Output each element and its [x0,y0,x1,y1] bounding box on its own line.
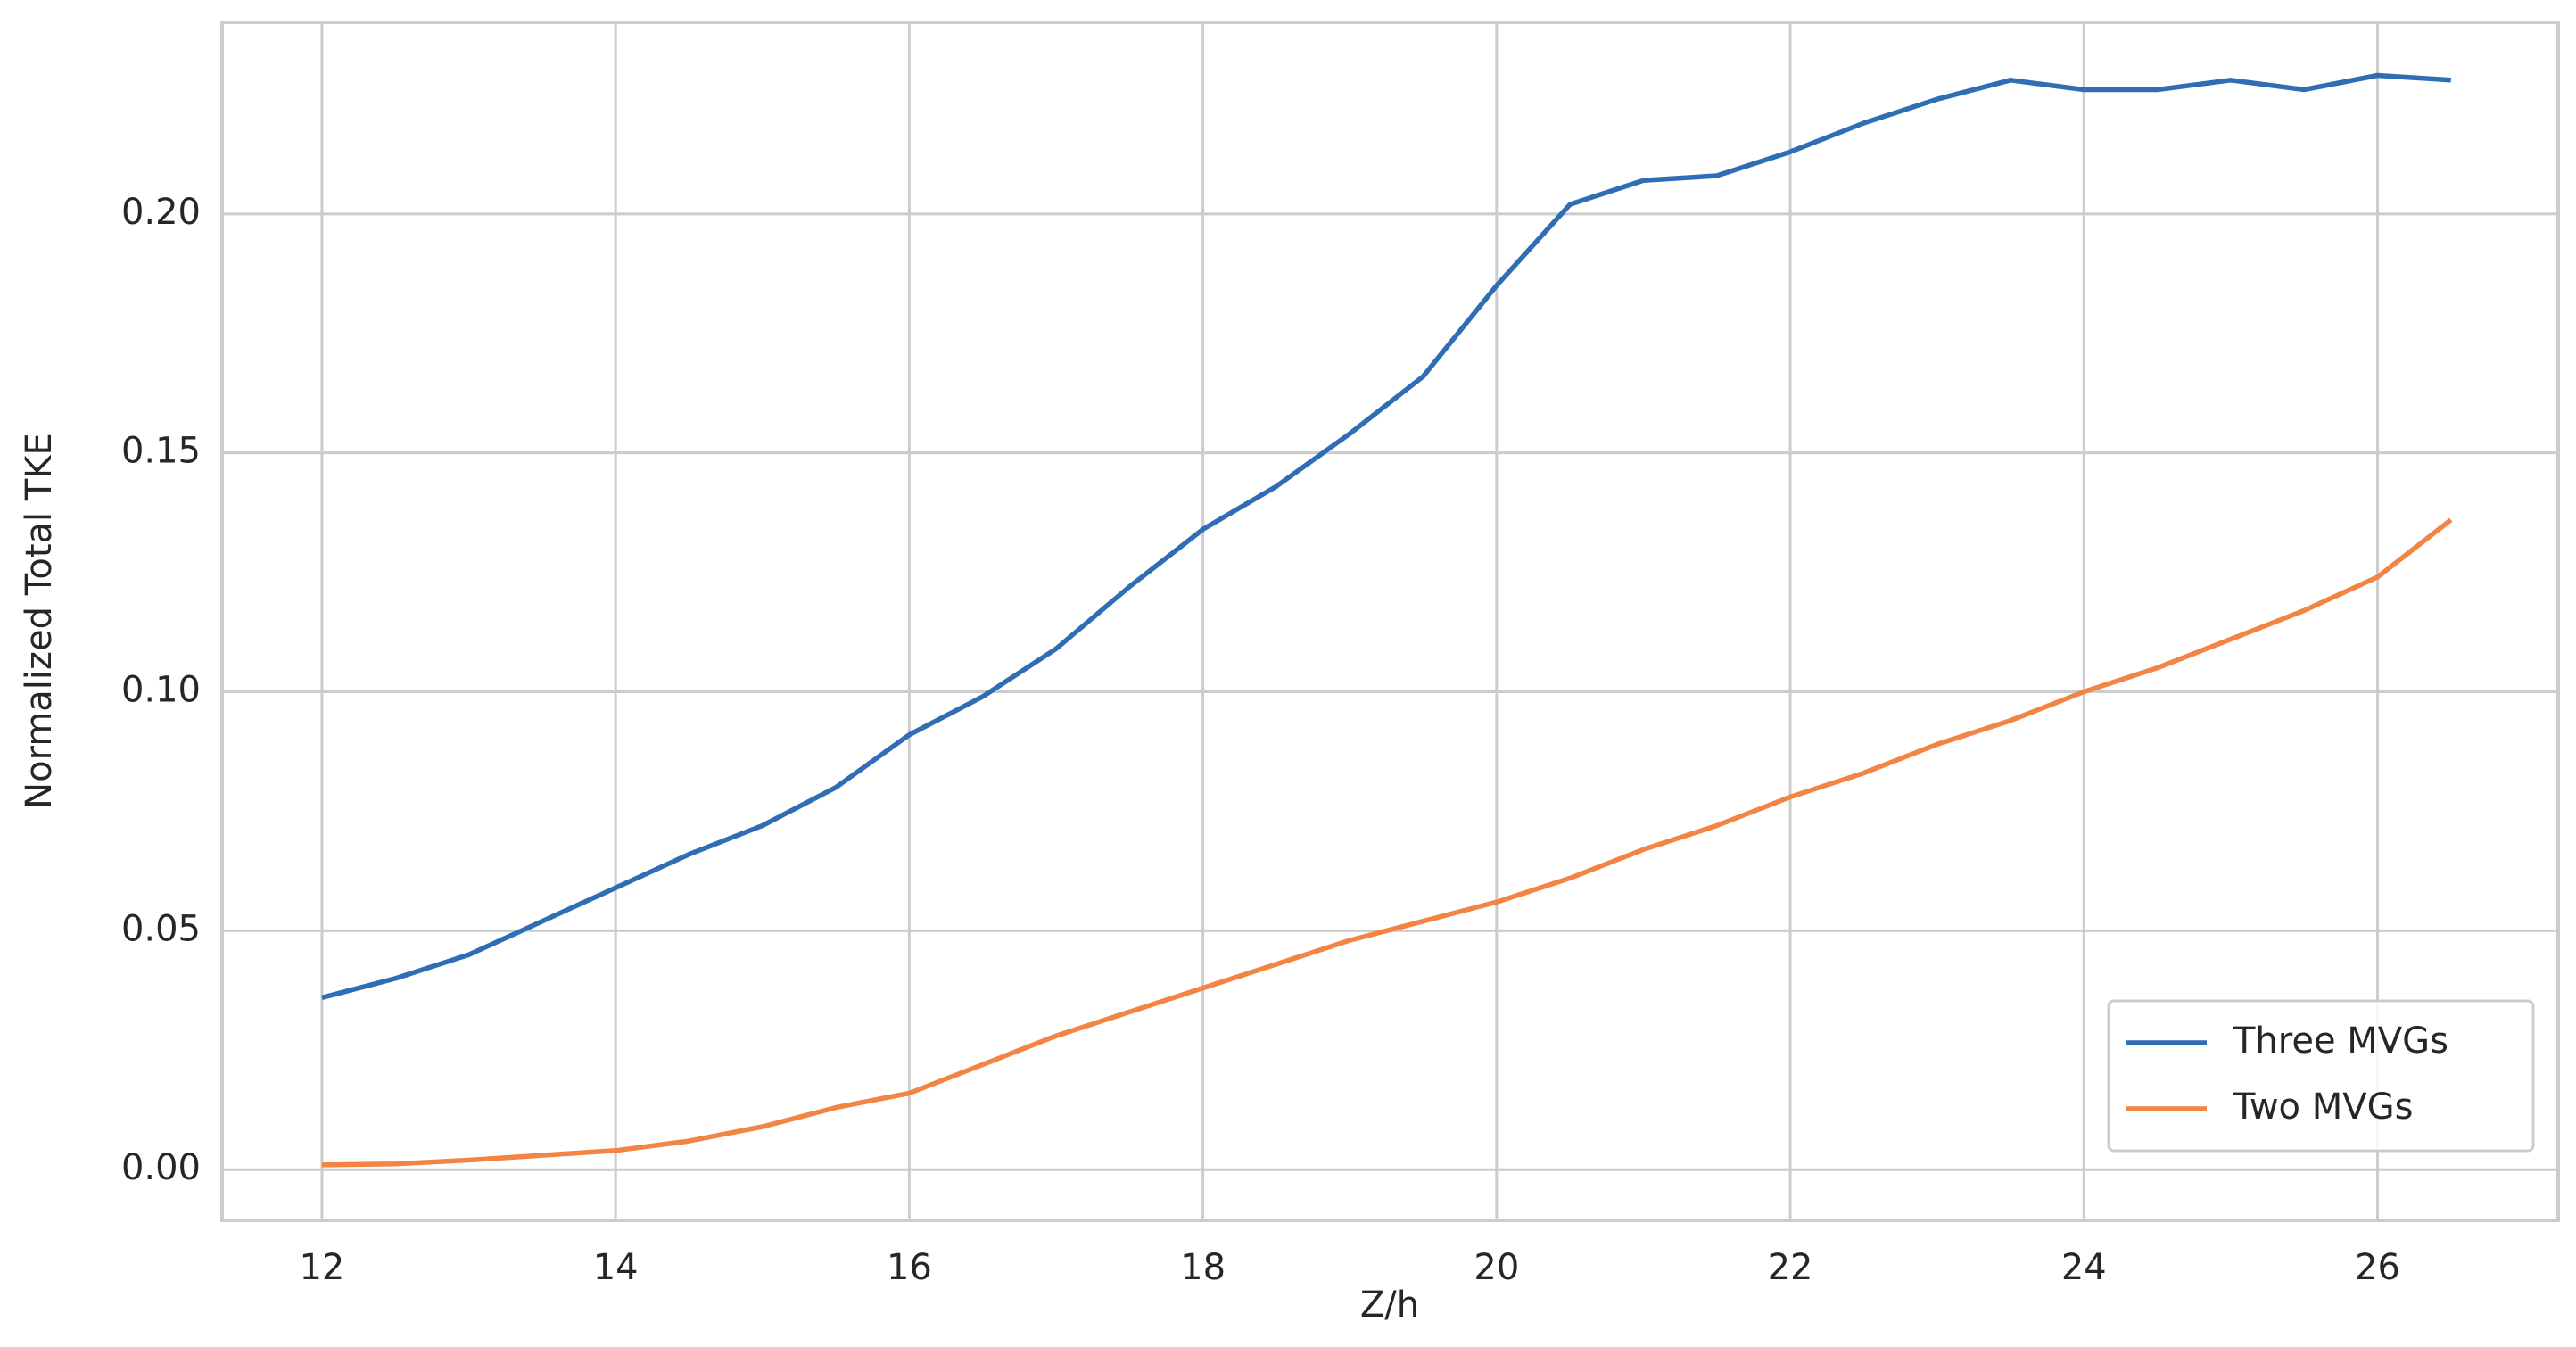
legend-label: Two MVGs [2233,1087,2413,1128]
y-tick-label: 0.10 [121,670,201,711]
series-line [321,72,2451,1001]
y-tick-label: 0.00 [121,1147,201,1188]
x-tick-label: 20 [1474,1247,1519,1288]
x-tick-label: 24 [2061,1247,2107,1288]
x-tick-label: 18 [1180,1247,1226,1288]
x-axis-label: Z/h [1360,1285,1419,1326]
y-tick-label: 0.05 [121,908,201,949]
series-line [321,517,2453,1168]
y-tick-label: 0.20 [121,192,201,233]
y-axis-label: Normalized Total TKE [19,433,60,809]
x-tick-label: 26 [2355,1247,2400,1288]
plot-frame [220,21,2560,1222]
legend: Three MVGs Two MVGs [2107,999,2535,1153]
legend-box [2107,999,2535,1153]
x-tick-label: 22 [1768,1247,1813,1288]
x-tick-label: 16 [887,1247,932,1288]
x-tick-label: 12 [299,1247,344,1288]
y-tick-label: 0.15 [121,431,201,472]
legend-label: Three MVGs [2233,1021,2448,1062]
x-tick-label: 14 [593,1247,639,1288]
